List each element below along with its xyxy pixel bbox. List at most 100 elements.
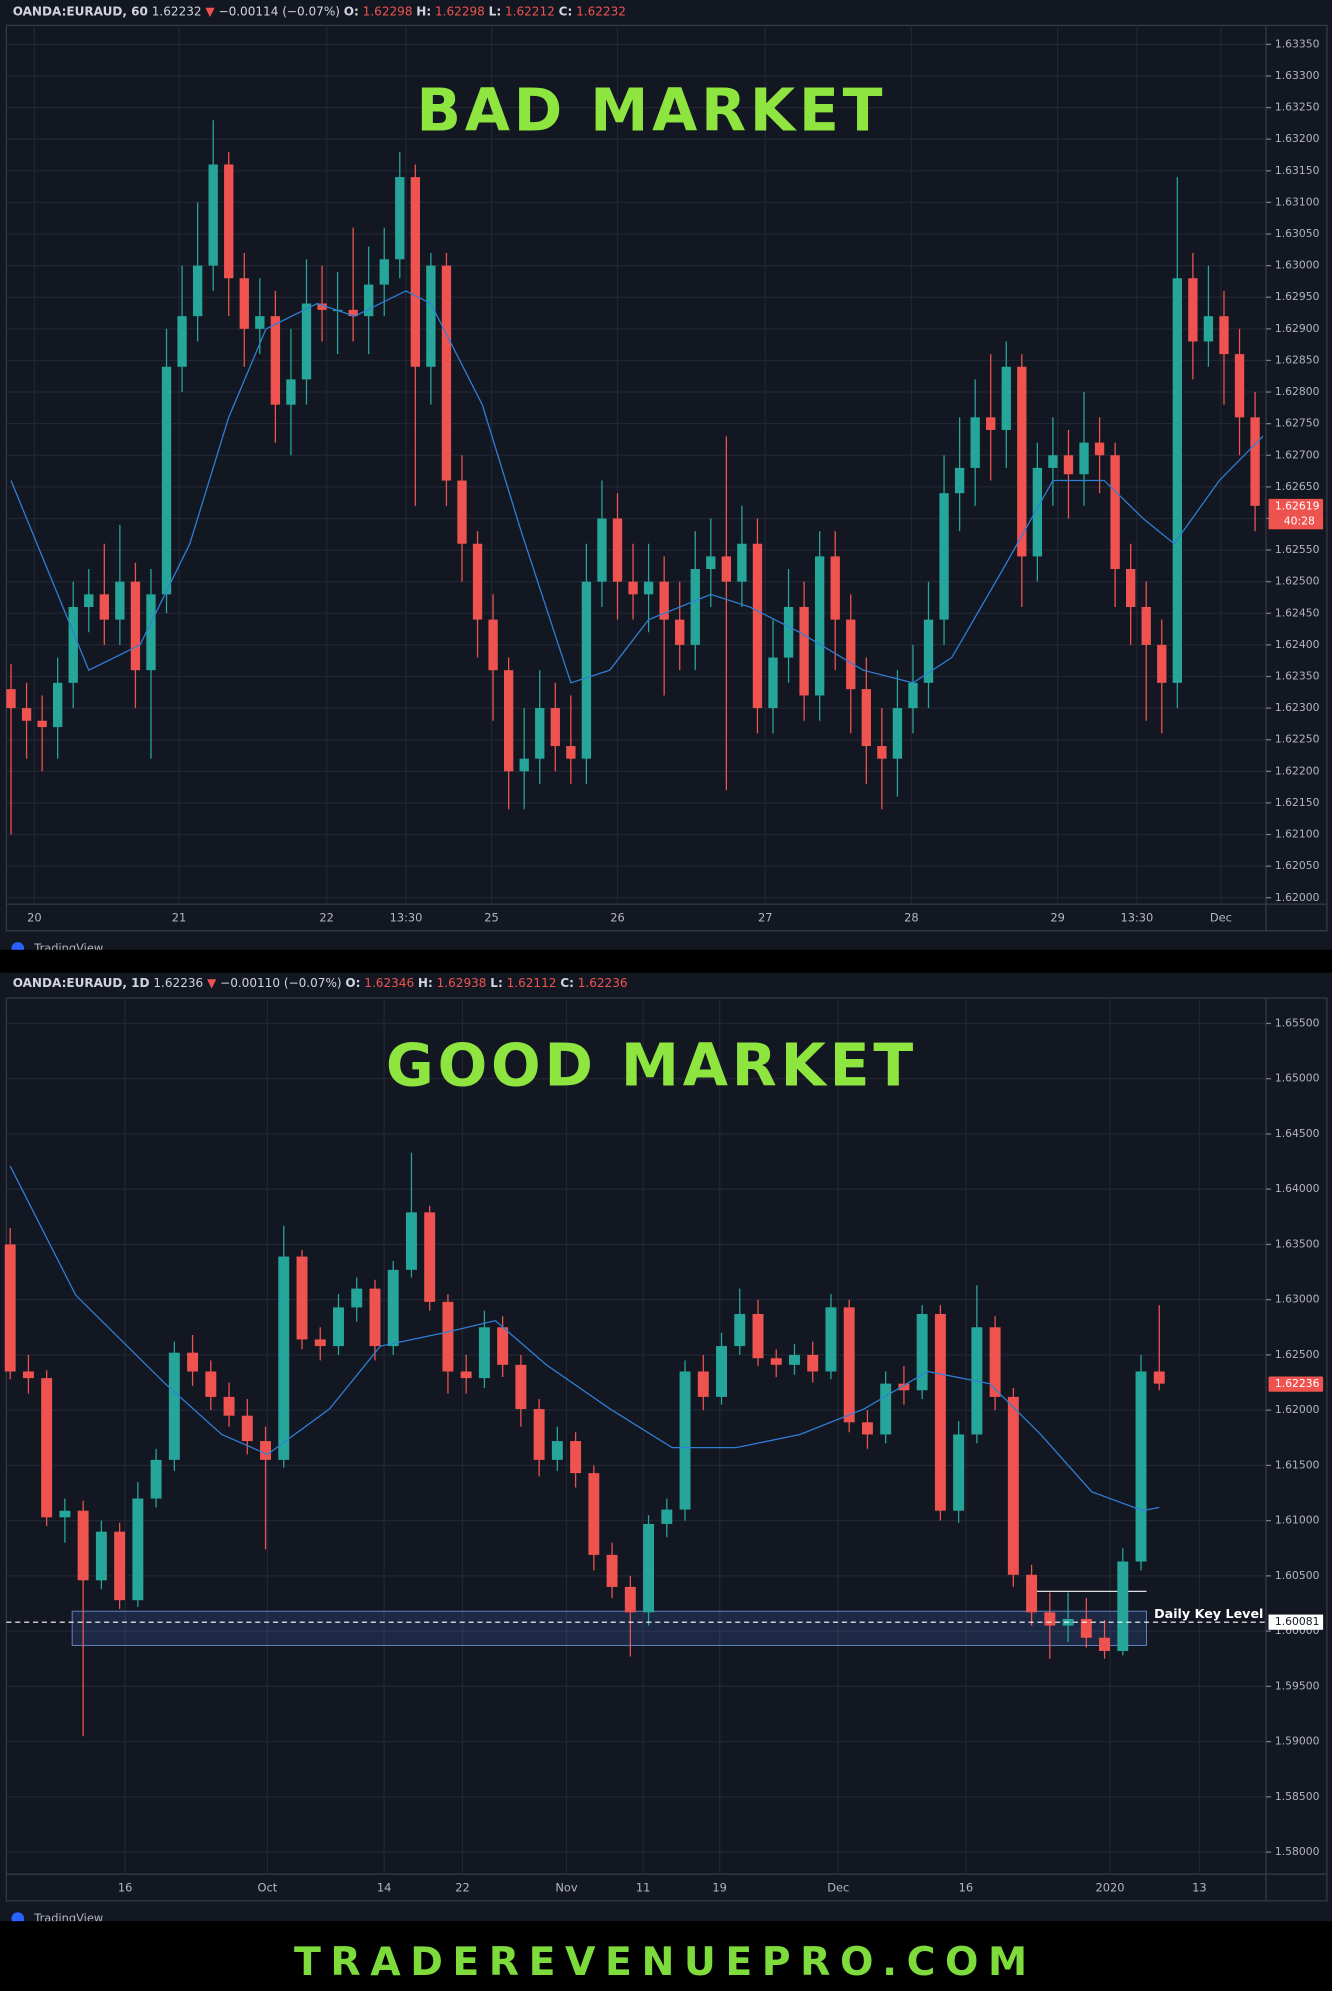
key-level-tag-label: 1.60081 — [1275, 1615, 1320, 1628]
x-tick-label: 14 — [377, 1881, 392, 1895]
y-tick-label: 1.61000 — [1275, 1514, 1320, 1527]
y-tick-label: 1.62100 — [1275, 828, 1320, 841]
candle-body — [441, 265, 452, 481]
y-tick-label: 1.63250 — [1275, 101, 1320, 114]
candle-body — [239, 278, 249, 329]
candle-body — [643, 581, 654, 595]
candle-body — [519, 758, 529, 772]
y-tick-label: 1.62650 — [1275, 480, 1320, 493]
y-tick-label: 1.62550 — [1275, 543, 1320, 556]
candle-body — [830, 556, 840, 620]
candle-body — [278, 1256, 290, 1460]
candle-body — [503, 670, 514, 772]
y-tick-label: 1.63050 — [1275, 227, 1320, 240]
candle-body — [351, 1288, 363, 1308]
candle-body — [59, 1510, 71, 1518]
y-tick-label: 1.62000 — [1275, 891, 1320, 904]
header-ohlc-label: C: — [559, 4, 573, 18]
header-ohlc-value: 1.62212 — [505, 4, 555, 18]
candle-body — [296, 1256, 308, 1340]
candle-body — [395, 177, 405, 260]
candle-body — [1250, 417, 1260, 506]
candle-body — [566, 746, 576, 759]
candle-body — [989, 1327, 1001, 1397]
candle-body — [364, 284, 374, 317]
candle-body — [472, 543, 483, 620]
candle-body — [314, 1339, 326, 1347]
candle-body — [457, 480, 467, 544]
candle-body — [270, 316, 281, 405]
y-tick-label: 1.62500 — [1275, 575, 1320, 588]
y-tick-label: 1.61500 — [1275, 1458, 1320, 1471]
candle-body — [799, 606, 809, 696]
candle-body — [783, 606, 794, 658]
candle-body — [255, 316, 265, 329]
candle-body — [551, 1441, 563, 1460]
candle-body — [426, 265, 436, 367]
candle-body — [1117, 1561, 1129, 1652]
candle-body — [1135, 1371, 1147, 1562]
candle-body — [861, 689, 871, 747]
candle-body — [770, 1358, 782, 1365]
y-tick-label: 1.65500 — [1275, 1016, 1320, 1029]
y-tick-label: 1.63100 — [1275, 195, 1320, 208]
candle-body — [161, 366, 172, 595]
candle-body — [442, 1301, 454, 1372]
y-tick-label: 1.62000 — [1275, 1403, 1320, 1416]
candle-body — [1094, 442, 1105, 456]
candle-body — [734, 1314, 746, 1347]
candle-body — [68, 606, 78, 683]
candle-body — [690, 569, 700, 645]
candle-body — [752, 1314, 764, 1359]
candle-body — [1153, 1371, 1165, 1384]
candle-body — [908, 682, 918, 709]
candle-body — [861, 1422, 873, 1435]
x-tick-label: Nov — [555, 1881, 578, 1895]
candle-body — [892, 708, 903, 759]
candle-body — [934, 1314, 946, 1511]
candle-body — [379, 259, 389, 285]
key-level-tag — [1268, 1614, 1324, 1630]
candle-body — [130, 581, 141, 671]
candle-body — [4, 1244, 16, 1372]
x-tick-label: 19 — [712, 1881, 727, 1895]
x-tick-label: 22 — [455, 1881, 470, 1895]
candle-body — [208, 164, 218, 266]
candle-body — [37, 720, 47, 728]
x-tick-label: 21 — [172, 911, 187, 925]
candle-body — [150, 1459, 162, 1499]
moving-average — [9, 1165, 1160, 1512]
footer-text: TRADEREVENUEPRO.COM — [294, 1939, 1037, 1985]
header-arrow: ▼ — [207, 975, 217, 989]
y-tick-label: 1.62400 — [1275, 638, 1320, 651]
x-tick-label: 13:30 — [390, 911, 423, 925]
y-tick-label: 1.62900 — [1275, 322, 1320, 335]
header-ohlc-value: 1.62346 — [364, 975, 414, 989]
candle-body — [41, 1378, 53, 1518]
candle-body — [84, 594, 94, 607]
candle-body — [716, 1346, 727, 1397]
candle-body — [22, 1371, 34, 1379]
candle-body — [192, 265, 203, 317]
chart-title: BAD MARKET — [416, 76, 886, 144]
header-symbol: OANDA:EURAUD, 60 — [13, 4, 148, 18]
header-ohlc-value: 1.62298 — [363, 4, 413, 18]
candle-body — [132, 1498, 144, 1601]
header: OANDA:EURAUD, 1D 1.62236 ▼ −0.00110 (−0.07%… — [13, 975, 628, 989]
candle-body — [697, 1371, 709, 1397]
x-tick-label: 2020 — [1096, 1881, 1125, 1895]
candle-body — [970, 417, 980, 468]
candle-body — [301, 303, 312, 380]
candle-body — [515, 1364, 527, 1410]
y-tick-label: 1.65000 — [1275, 1072, 1320, 1085]
candle-body — [286, 379, 296, 405]
candle-body — [223, 1396, 235, 1416]
candle-body — [1001, 366, 1011, 430]
candle-body — [1026, 1574, 1038, 1613]
x-tick-label: 28 — [904, 911, 919, 925]
y-tick-label: 1.62250 — [1275, 733, 1320, 746]
candle-body — [1063, 455, 1074, 475]
candle-body — [1141, 606, 1151, 645]
candle-body — [916, 1314, 928, 1391]
